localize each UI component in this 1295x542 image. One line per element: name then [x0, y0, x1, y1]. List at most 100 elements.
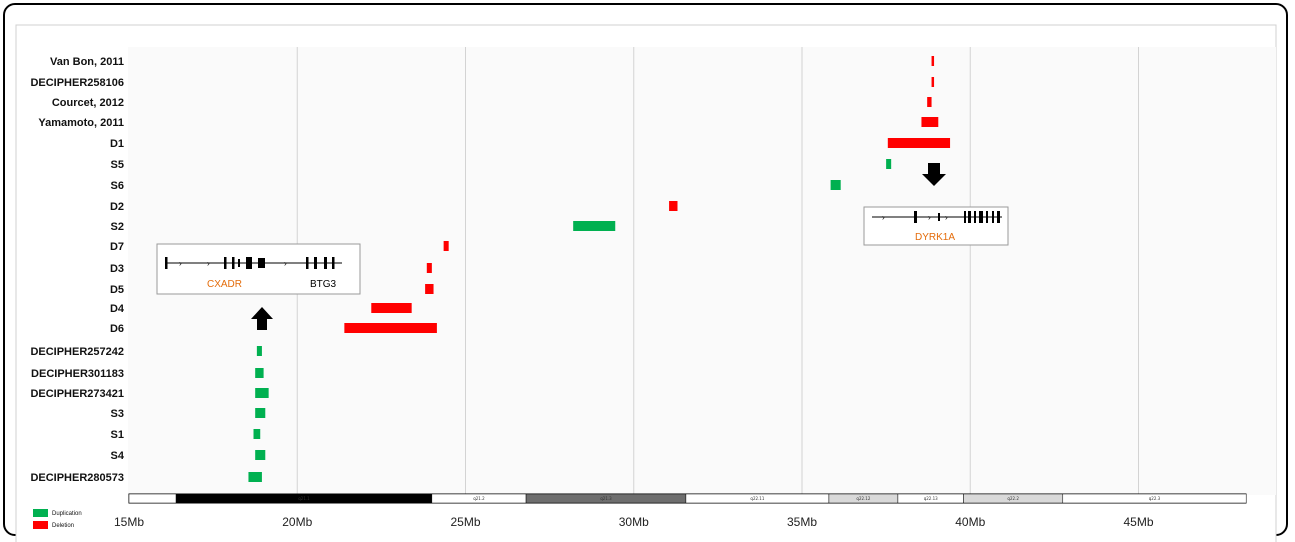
exon-mark — [246, 257, 252, 269]
x-tick-labels: 15Mb 20Mb 25Mb 30Mb 35Mb 40Mb 45Mb — [114, 515, 1154, 529]
exon-mark — [165, 257, 168, 269]
legend-label-deletion: Deletion — [52, 523, 74, 529]
ideogram-band-label: q22.3 — [1149, 496, 1161, 501]
exon-mark — [224, 257, 227, 269]
cnv-bar — [255, 388, 269, 398]
exon-mark — [238, 259, 240, 267]
ideogram-band-label: q21.2 — [473, 496, 485, 501]
cnv-bar — [931, 56, 935, 66]
x-tick-label: 40Mb — [955, 515, 985, 529]
x-tick-label: 35Mb — [787, 515, 817, 529]
ideogram-band-label: q21.3 — [600, 496, 612, 501]
cnv-bar — [255, 368, 264, 378]
gene-label-btg3: BTG3 — [310, 279, 337, 290]
strand-arrow: › — [179, 259, 182, 268]
cnv-bars — [248, 56, 951, 482]
cnv-bar — [248, 472, 262, 482]
exon-mark — [258, 258, 265, 268]
ideogram-band — [1062, 493, 1247, 504]
row-label: Yamamoto, 2011 — [38, 117, 124, 129]
cnv-bar — [256, 346, 262, 356]
exon-mark — [324, 257, 327, 269]
row-label: Courcet, 2012 — [52, 97, 124, 109]
row-label: D2 — [110, 201, 124, 213]
exon-mark — [964, 211, 966, 223]
row-label: S4 — [111, 450, 125, 462]
cnv-bar — [255, 408, 266, 418]
strand-arrow: › — [882, 213, 885, 222]
cnv-bar — [887, 138, 951, 148]
exon-mark — [992, 211, 994, 223]
exon-mark — [986, 211, 988, 223]
x-tick-label: 30Mb — [619, 515, 649, 529]
row-label: D3 — [110, 263, 124, 275]
cnv-bar — [573, 221, 616, 231]
exon-mark — [232, 257, 235, 269]
strand-arrow: › — [284, 259, 287, 268]
row-label: D5 — [110, 284, 124, 296]
row-label: D4 — [110, 303, 125, 315]
ideogram-band-label: q22.12 — [856, 496, 870, 501]
exon-mark — [974, 211, 976, 223]
cnv-bar — [886, 159, 892, 169]
row-label: DECIPHER258106 — [30, 77, 124, 89]
gridlines — [296, 47, 1139, 494]
exon-mark — [306, 257, 309, 269]
cnv-bar — [443, 241, 449, 251]
row-label: DECIPHER257242 — [30, 346, 124, 358]
dyrk1a-gene-inset: › › › DYRK1A — [863, 206, 1009, 246]
legend-label-duplication: Duplication — [52, 511, 82, 517]
cnv-bar — [344, 323, 437, 333]
exon-mark — [938, 213, 940, 221]
exon-mark — [332, 257, 335, 269]
exon-mark — [997, 211, 1000, 223]
ideogram-band-label: q22.11 — [750, 496, 764, 501]
down-arrow-icon — [922, 163, 946, 186]
ideogram-band — [128, 493, 177, 504]
strand-arrow: › — [928, 213, 931, 222]
cnv-bar — [255, 450, 266, 460]
up-arrow-icon — [251, 307, 273, 330]
cxadr-gene-inset: › › › CXADR BTG3 — [156, 243, 361, 295]
exon-mark — [979, 211, 983, 223]
row-label: D1 — [110, 138, 124, 150]
row-label: D6 — [110, 323, 124, 335]
chromosome-ideogram: q21.1 q21.2 q21.3 q22.11 q22.12 q22.13 q22.2 q2… — [128, 493, 1247, 504]
legend-swatch-duplication — [33, 509, 48, 517]
exon-mark — [314, 257, 317, 269]
ideogram-band-label: q21.1 — [298, 496, 310, 501]
row-label: D7 — [110, 241, 124, 253]
exon-mark — [914, 211, 917, 223]
row-label: S5 — [111, 159, 124, 171]
cnv-bar — [921, 117, 939, 127]
cnv-bar — [931, 77, 935, 87]
row-label: S3 — [111, 408, 124, 420]
x-tick-label: 20Mb — [282, 515, 312, 529]
strand-arrow: › — [207, 259, 210, 268]
cnv-bar — [669, 201, 678, 211]
legend-swatch-deletion — [33, 521, 48, 529]
cnv-bar — [425, 284, 434, 294]
exon-mark — [968, 211, 971, 223]
strand-arrow: › — [945, 213, 948, 222]
row-label: DECIPHER273421 — [30, 388, 124, 400]
row-label: S1 — [111, 429, 124, 441]
row-label: DECIPHER280573 — [30, 472, 124, 484]
cnv-bar — [371, 303, 412, 313]
gene-label-dyrk1a: DYRK1A — [915, 232, 955, 243]
x-tick-label: 15Mb — [114, 515, 144, 529]
ideogram-band-label: q22.13 — [924, 496, 938, 501]
row-label: S2 — [111, 221, 124, 233]
cnv-bar — [830, 180, 841, 190]
row-label: DECIPHER301183 — [31, 368, 124, 380]
ideogram-band-label: q22.2 — [1007, 496, 1019, 501]
row-label: S6 — [111, 180, 124, 192]
legend: Duplication Deletion — [33, 509, 82, 529]
x-tick-label: 25Mb — [450, 515, 480, 529]
cnv-bar — [253, 429, 261, 439]
row-label: Van Bon, 2011 — [50, 56, 124, 68]
cnv-bar — [927, 97, 932, 107]
gene-label-cxadr: CXADR — [207, 279, 242, 290]
x-tick-label: 45Mb — [1123, 515, 1153, 529]
